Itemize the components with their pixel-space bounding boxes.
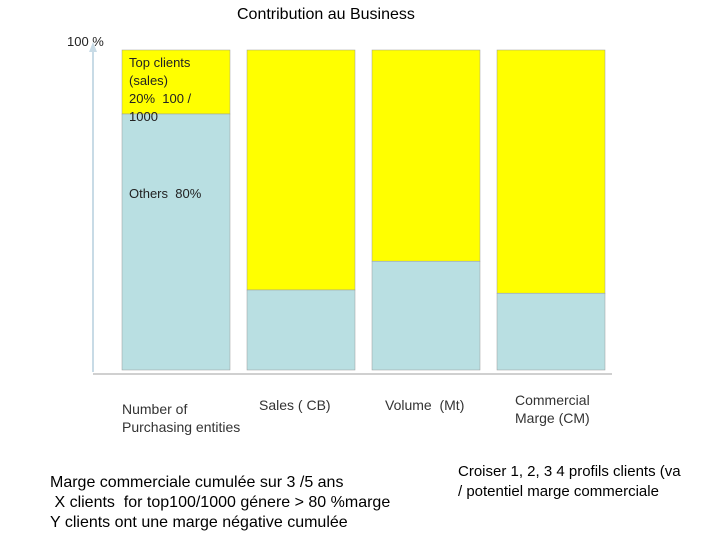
bar-segment bbox=[371, 260, 481, 371]
x-tick-label: Commercial Marge (CM) bbox=[515, 392, 590, 426]
bar-segment bbox=[496, 292, 606, 371]
bar-segment bbox=[246, 289, 356, 371]
annotation: Others 80% bbox=[129, 186, 202, 201]
x-tick-label: Volume (Mt) bbox=[385, 397, 465, 413]
note: Croiser 1, 2, 3 4 profils clients (va / … bbox=[458, 463, 681, 500]
chart-title: Contribution au Business bbox=[237, 6, 415, 23]
x-tick-label: Sales ( CB) bbox=[259, 397, 331, 413]
x-tick-label: Number of Purchasing entities bbox=[122, 401, 241, 435]
note: Marge commerciale cumulée sur 3 /5 ans X… bbox=[50, 474, 391, 531]
bar-segment bbox=[121, 113, 231, 371]
bar-segment bbox=[246, 49, 356, 291]
annotation: Top clients (sales) 20% 100 / 1000 bbox=[129, 55, 192, 124]
bar-segment bbox=[371, 49, 481, 262]
y-tick-label: 100 % bbox=[67, 34, 104, 49]
bar-segment bbox=[496, 49, 606, 294]
bar-segment bbox=[121, 49, 231, 115]
y-axis-arrow bbox=[89, 42, 97, 52]
